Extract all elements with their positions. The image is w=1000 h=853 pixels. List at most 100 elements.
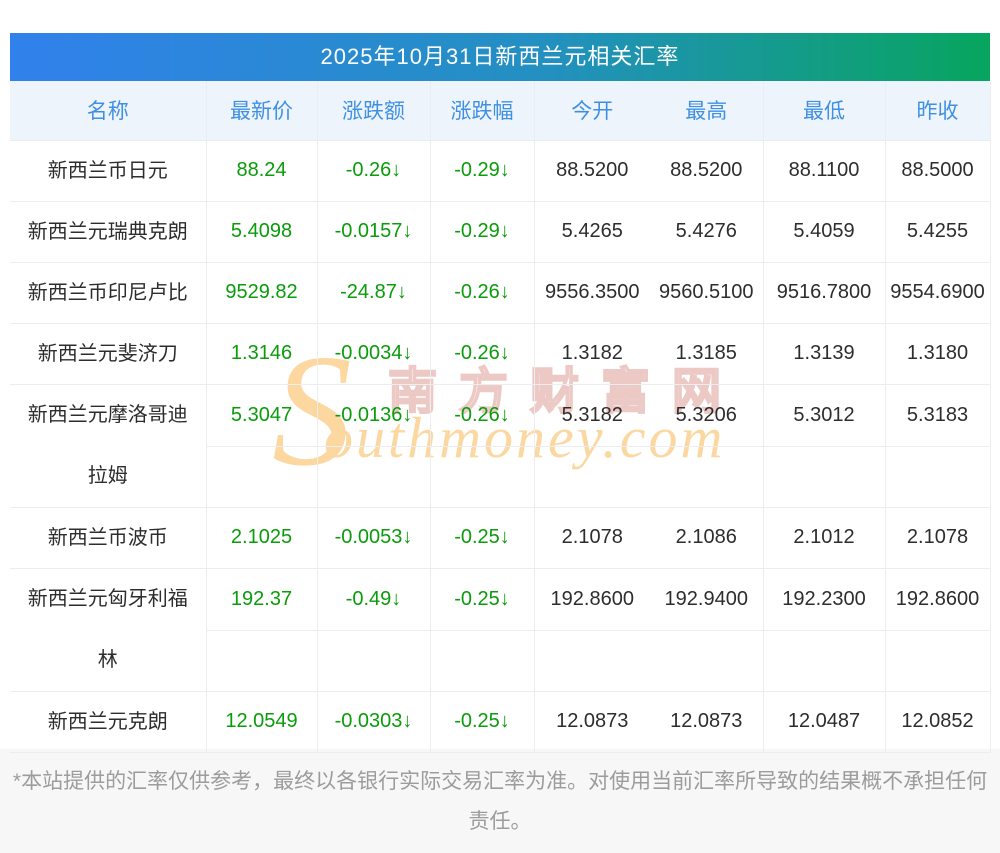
high-cell: 192.9400 — [650, 568, 764, 631]
pct-cell: -0.25↓ — [430, 568, 535, 631]
open-cell: 5.3182 — [534, 384, 650, 447]
change-cell: -0.0303↓ — [317, 691, 431, 753]
low-cell: 5.4059 — [763, 201, 886, 263]
currency-name-cell: 新西兰元斐济刀 — [10, 323, 207, 385]
table-header-row: 名称 最新价 涨跌额 涨跌幅 今开 最高 最低 昨收 — [10, 81, 991, 141]
prev_close-cell: 5.3183 — [885, 384, 991, 447]
col-header-low: 最低 — [763, 81, 886, 141]
footer: *本站提供的汇率仅供参考，最终以各银行实际交易汇率为准。对使用当前汇率所导致的结… — [0, 749, 1000, 853]
table-row: 新西兰元瑞典克朗 5.4098 -0.0157↓ -0.29↓ 5.4265 5.4276… — [10, 201, 991, 263]
pct-cell: -0.25↓ — [430, 507, 535, 569]
open-cell: 1.3182 — [534, 323, 650, 385]
prev_close-cell: 88.5000 — [885, 140, 991, 202]
low-cell: 2.1012 — [763, 507, 886, 569]
empty-cell — [317, 446, 431, 508]
latest-cell: 5.3047 — [206, 384, 318, 447]
empty-cell — [763, 446, 886, 508]
change-cell: -0.26↓ — [317, 140, 431, 202]
high-cell: 5.3206 — [650, 384, 764, 447]
pct-cell: -0.26↓ — [430, 323, 535, 385]
pct-cell: -0.25↓ — [430, 691, 535, 753]
prev_close-cell: 2.1078 — [885, 507, 991, 569]
high-cell: 12.0873 — [650, 691, 764, 753]
currency-name-cell: 新西兰元匈牙利福林 — [10, 568, 207, 692]
rates-table: 名称 最新价 涨跌额 涨跌幅 今开 最高 最低 昨收 新西兰币日元 88.24 -0… — [10, 81, 991, 753]
change-cell: -24.87↓ — [317, 262, 431, 324]
open-cell: 192.8600 — [534, 568, 650, 631]
high-cell: 88.5200 — [650, 140, 764, 202]
change-cell: -0.0034↓ — [317, 323, 431, 385]
currency-name-cell: 新西兰币波币 — [10, 507, 207, 569]
open-cell: 5.4265 — [534, 201, 650, 263]
latest-cell: 88.24 — [206, 140, 318, 202]
open-cell: 88.5200 — [534, 140, 650, 202]
latest-cell: 9529.82 — [206, 262, 318, 324]
col-header-latest: 最新价 — [206, 81, 318, 141]
table-row-filler — [10, 630, 991, 692]
high-cell: 1.3185 — [650, 323, 764, 385]
latest-cell: 12.0549 — [206, 691, 318, 753]
col-header-prev-close: 昨收 — [885, 81, 991, 141]
empty-cell — [534, 446, 650, 508]
empty-cell — [430, 446, 535, 508]
open-cell: 12.0873 — [534, 691, 650, 753]
open-cell: 9556.3500 — [534, 262, 650, 324]
latest-cell: 5.4098 — [206, 201, 318, 263]
table-row: 新西兰币波币 2.1025 -0.0053↓ -0.25↓ 2.1078 2.1086 2.… — [10, 507, 991, 569]
col-header-name: 名称 — [10, 81, 207, 141]
empty-cell — [317, 630, 431, 692]
pct-cell: -0.29↓ — [430, 140, 535, 202]
pct-cell: -0.29↓ — [430, 201, 535, 263]
high-cell: 2.1086 — [650, 507, 764, 569]
col-header-change: 涨跌额 — [317, 81, 431, 141]
disclaimer-text: *本站提供的汇率仅供参考，最终以各银行实际交易汇率为准。对使用当前汇率所导致的结… — [12, 770, 988, 833]
prev_close-cell: 12.0852 — [885, 691, 991, 753]
currency-name-cell: 新西兰元瑞典克朗 — [10, 201, 207, 263]
change-cell: -0.0157↓ — [317, 201, 431, 263]
prev_close-cell: 192.8600 — [885, 568, 991, 631]
table-row-filler — [10, 446, 991, 508]
table-row: 新西兰元斐济刀 1.3146 -0.0034↓ -0.26↓ 1.3182 1.3185 1… — [10, 323, 991, 385]
change-cell: -0.49↓ — [317, 568, 431, 631]
low-cell: 12.0487 — [763, 691, 886, 753]
pct-cell: -0.26↓ — [430, 384, 535, 447]
table-row: 新西兰币日元 88.24 -0.26↓ -0.29↓ 88.5200 88.5200 88.… — [10, 140, 991, 202]
col-header-pct: 涨跌幅 — [430, 81, 535, 141]
prev_close-cell: 9554.6900 — [885, 262, 991, 324]
prev_close-cell: 5.4255 — [885, 201, 991, 263]
latest-cell: 192.37 — [206, 568, 318, 631]
low-cell: 192.2300 — [763, 568, 886, 631]
empty-cell — [885, 630, 991, 692]
low-cell: 9516.7800 — [763, 262, 886, 324]
currency-name-cell: 新西兰币印尼卢比 — [10, 262, 207, 324]
open-cell: 2.1078 — [534, 507, 650, 569]
pct-cell: -0.26↓ — [430, 262, 535, 324]
empty-cell — [650, 446, 764, 508]
page-title: 2025年10月31日新西兰元相关汇率 — [10, 33, 990, 81]
currency-name-cell: 新西兰元克朗 — [10, 691, 207, 753]
low-cell: 1.3139 — [763, 323, 886, 385]
empty-cell — [763, 630, 886, 692]
empty-cell — [206, 630, 318, 692]
empty-cell — [534, 630, 650, 692]
rates-table-wrap: 名称 最新价 涨跌额 涨跌幅 今开 最高 最低 昨收 新西兰币日元 88.24 -0… — [10, 81, 991, 753]
high-cell: 5.4276 — [650, 201, 764, 263]
low-cell: 5.3012 — [763, 384, 886, 447]
table-row: 新西兰元克朗 12.0549 -0.0303↓ -0.25↓ 12.0873 12.087… — [10, 691, 991, 753]
latest-cell: 2.1025 — [206, 507, 318, 569]
low-cell: 88.1100 — [763, 140, 886, 202]
empty-cell — [885, 446, 991, 508]
col-header-open: 今开 — [534, 81, 650, 141]
latest-cell: 1.3146 — [206, 323, 318, 385]
table-row: 新西兰元匈牙利福林 192.37 -0.49↓ -0.25↓ 192.8600 192.9… — [10, 568, 991, 692]
change-cell: -0.0136↓ — [317, 384, 431, 447]
empty-cell — [206, 446, 318, 508]
prev_close-cell: 1.3180 — [885, 323, 991, 385]
currency-name-cell: 新西兰币日元 — [10, 140, 207, 202]
col-header-high: 最高 — [650, 81, 764, 141]
empty-cell — [430, 630, 535, 692]
empty-cell — [650, 630, 764, 692]
change-cell: -0.0053↓ — [317, 507, 431, 569]
table-row: 新西兰币印尼卢比 9529.82 -24.87↓ -0.26↓ 9556.3500 956… — [10, 262, 991, 324]
